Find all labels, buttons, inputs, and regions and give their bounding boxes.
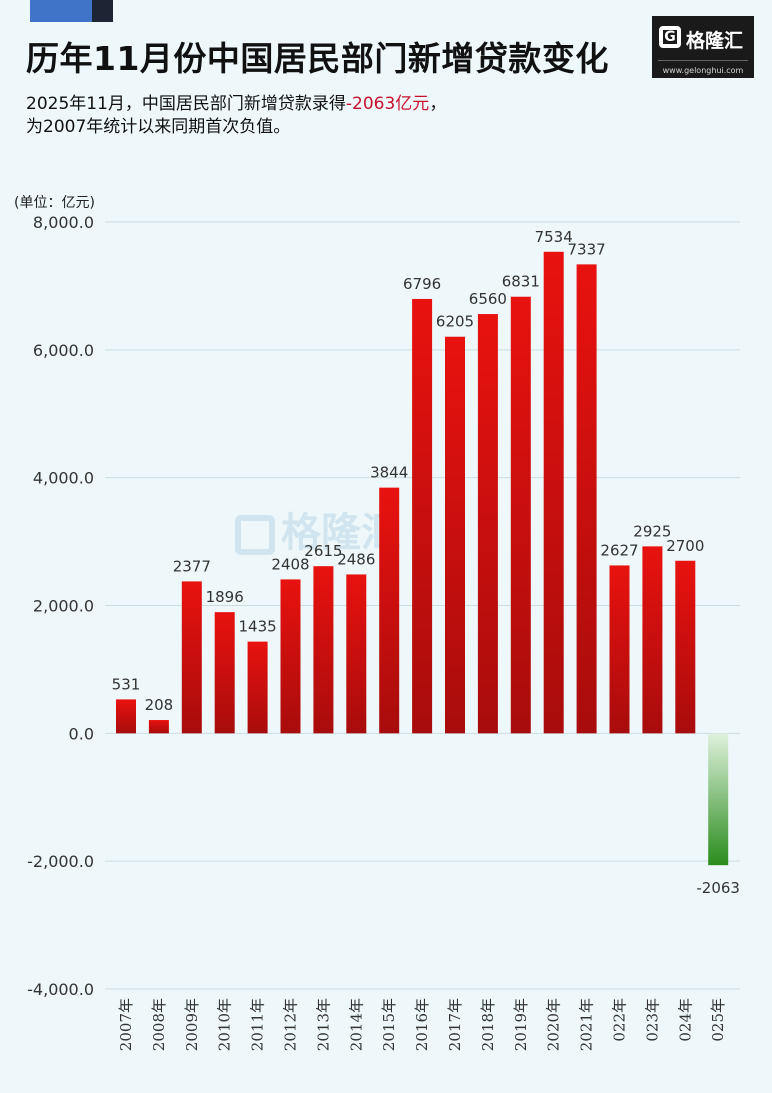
x-tick-label: 2012年 — [282, 998, 300, 1051]
y-tick-label: 2,000.0 — [33, 597, 94, 616]
y-tick-label: 8,000.0 — [33, 213, 94, 232]
data-label: -2063 — [696, 879, 740, 897]
subtitle-line2: 为2007年统计以来同期首次负值。 — [26, 117, 291, 137]
x-tick-label: 2013年 — [314, 998, 332, 1051]
bar — [116, 699, 136, 734]
x-tick-label: 2019年 — [512, 998, 530, 1051]
bar — [346, 574, 367, 734]
logo-url: www.gelonghui.com — [662, 66, 744, 75]
bar — [609, 565, 630, 734]
y-tick-label: 0.0 — [69, 724, 94, 743]
data-label: 7534 — [535, 228, 573, 246]
y-tick-label: 6,000.0 — [33, 341, 94, 360]
bar — [247, 641, 268, 734]
x-tick-label: 024年 — [676, 998, 694, 1042]
bar — [543, 251, 564, 734]
chart-subtitle: 2025年11月，中国居民部门新增贷款录得-2063亿元， 为2007年统计以来… — [26, 93, 446, 139]
x-tick-label: 2016年 — [413, 998, 431, 1051]
x-tick-label: 2018年 — [479, 998, 497, 1051]
y-tick-label: -2,000.0 — [27, 852, 94, 871]
x-tick-label: 2009年 — [183, 998, 201, 1051]
subtitle-highlight: -2063亿元 — [345, 94, 430, 114]
logo-divider — [658, 60, 748, 61]
x-tick-label: 022年 — [611, 998, 629, 1042]
x-tick-label: 025年 — [709, 998, 727, 1042]
bar — [379, 487, 400, 734]
data-label: 3844 — [370, 464, 408, 482]
logo-g-icon: G — [659, 26, 681, 48]
data-label: 6831 — [502, 273, 540, 291]
x-tick-label: 023年 — [643, 998, 661, 1042]
x-tick-label: 2020年 — [545, 998, 563, 1051]
bar — [708, 733, 729, 866]
bar — [477, 314, 498, 734]
x-tick-label: 2011年 — [249, 998, 267, 1051]
x-tick-label: 2021年 — [578, 998, 596, 1051]
data-label: 6205 — [436, 313, 474, 331]
data-label: 208 — [145, 696, 174, 714]
bar — [214, 612, 235, 734]
y-tick-label: -4,000.0 — [27, 980, 94, 999]
bar — [642, 546, 663, 734]
top-accent-bar — [30, 0, 92, 22]
x-tick-label: 2015年 — [380, 998, 398, 1051]
brand-logo: G 格隆汇 www.gelonghui.com — [652, 16, 754, 78]
data-label: 2486 — [337, 550, 375, 568]
data-label: 6560 — [469, 290, 507, 308]
data-label: 2615 — [304, 542, 342, 560]
bar — [510, 296, 531, 734]
bar — [412, 298, 433, 734]
logo-name: 格隆汇 — [686, 30, 744, 52]
x-tick-label: 2017年 — [446, 998, 464, 1051]
data-label: 7337 — [568, 240, 606, 258]
bar — [148, 720, 169, 734]
subtitle-punct: ， — [429, 94, 447, 114]
data-label: 2925 — [633, 522, 671, 540]
data-label: 1896 — [206, 588, 244, 606]
data-label: 2700 — [666, 537, 704, 555]
data-label: 2627 — [600, 541, 638, 559]
subtitle-text: 2025年11月，中国居民部门新增贷款录得 — [26, 94, 346, 114]
y-tick-label: 4,000.0 — [33, 469, 94, 488]
data-label: 2377 — [173, 557, 211, 575]
x-tick-label: 2007年 — [117, 998, 135, 1051]
top-accent-bar-dark — [92, 0, 113, 22]
bar — [675, 560, 696, 734]
data-label: 1435 — [239, 618, 277, 636]
chart-title: 历年11月份中国居民部门新增贷款变化 — [26, 39, 609, 78]
bar — [280, 579, 301, 734]
bar — [576, 264, 597, 734]
x-tick-label: 2010年 — [216, 998, 234, 1051]
x-tick-label: 2014年 — [347, 998, 365, 1051]
x-tick-label: 2008年 — [150, 998, 168, 1051]
data-label: 531 — [112, 675, 141, 693]
y-axis-unit: (单位：亿元) — [14, 195, 95, 211]
bar — [181, 581, 202, 734]
watermark-g-icon — [235, 515, 275, 555]
data-label: 2408 — [271, 555, 309, 573]
data-label: 6796 — [403, 275, 441, 293]
bar — [445, 336, 465, 734]
bar — [313, 566, 334, 734]
